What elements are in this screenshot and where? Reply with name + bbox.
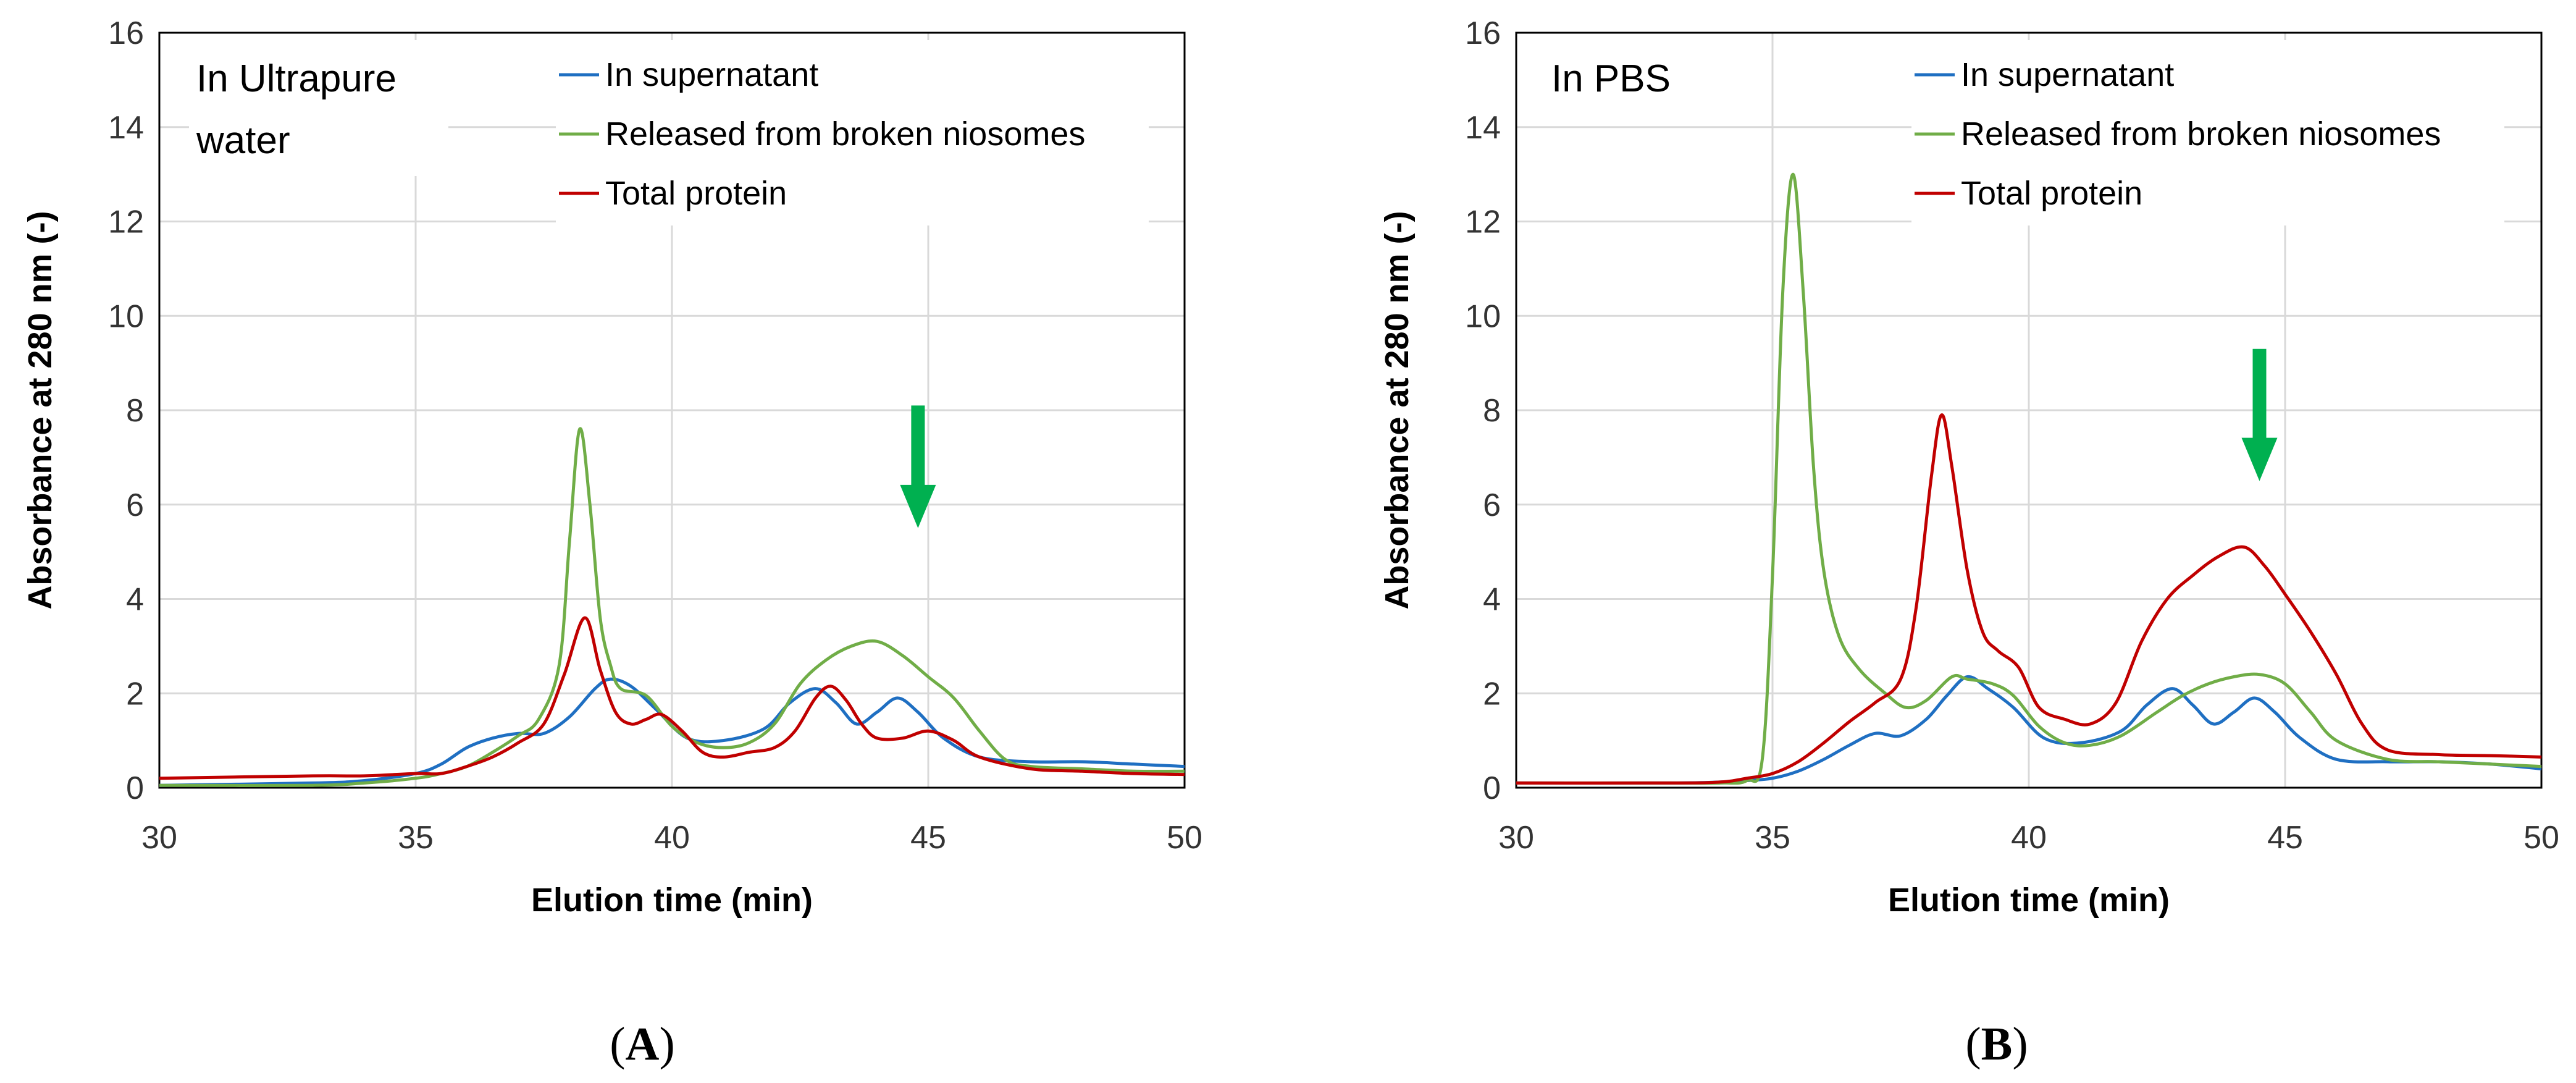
legend-entry: Total protein: [1961, 175, 2142, 212]
y-tick-label: 10: [1465, 298, 1501, 334]
y-tick-label: 14: [108, 110, 144, 146]
x-tick-label: 50: [2524, 820, 2559, 856]
series-line-total-protein: [159, 616, 1185, 780]
title-background: [189, 40, 448, 176]
y-axis-title: Absorbance at 280 nm (-): [22, 211, 59, 609]
y-tick-label: 6: [1483, 487, 1501, 523]
y-tick-label: 0: [126, 770, 144, 806]
y-tick-label: 10: [108, 298, 144, 334]
y-tick-label: 8: [126, 393, 144, 429]
y-tick-label: 4: [1483, 582, 1501, 618]
y-tick-label: 16: [1465, 15, 1501, 51]
plot-frame: [1515, 32, 2543, 789]
legend: In supernatant Released from broken nioso…: [556, 40, 1149, 225]
y-tick-label: 6: [126, 487, 144, 523]
legend-entry: Total protein: [605, 175, 787, 212]
legend: In supernatant Released from broken nioso…: [1911, 40, 2504, 225]
panel-title: In Ultrapure: [196, 57, 396, 100]
x-tick-label: 45: [910, 820, 946, 856]
down-arrow-icon: [2241, 348, 2278, 481]
panel-b: 0 2 4 6 8 10 12 14 16 30 35 40 45 50 Elution time (min…: [1378, 15, 2559, 1070]
y-tick-label: 2: [126, 676, 144, 712]
series-line-in-supernatant: [159, 677, 1185, 787]
y-tick-label: 14: [1465, 110, 1501, 146]
y-tick-label: 12: [108, 204, 144, 240]
y-axis-title: Absorbance at 280 nm (-): [1378, 211, 1416, 609]
y-tick-label: 0: [1483, 770, 1501, 806]
x-axis-title: Elution time (min): [531, 882, 813, 919]
x-tick-label: 40: [2011, 820, 2047, 856]
y-tick-label: 12: [1465, 204, 1501, 240]
x-tick-label: 35: [398, 820, 434, 856]
plot-frame: [158, 32, 1186, 789]
legend-entry: In supernatant: [605, 56, 818, 93]
legend-entry: Released from broken niosomes: [1961, 116, 2441, 153]
panel-label: (A): [610, 1018, 675, 1070]
panel-label-letter: A: [626, 1018, 660, 1070]
y-tick-label: 8: [1483, 393, 1501, 429]
legend-entry: Released from broken niosomes: [605, 116, 1085, 153]
x-tick-label: 30: [1498, 820, 1534, 856]
series-line-released-from-broken-niosomes: [1516, 172, 2542, 785]
panel-label-letter: B: [1981, 1018, 2013, 1070]
series-line-total-protein: [1516, 413, 2542, 785]
x-tick-label: 35: [1755, 820, 1790, 856]
x-axis-title: Elution time (min): [1888, 882, 2170, 919]
x-tick-label: 50: [1167, 820, 1202, 856]
panel-label: (B): [1965, 1018, 2028, 1070]
y-tick-label: 4: [126, 582, 144, 618]
legend-background: [556, 40, 1149, 225]
series-line-in-supernatant: [1516, 675, 2542, 785]
legend-background: [1911, 40, 2504, 225]
x-tick-label: 40: [654, 820, 690, 856]
panel-title: In PBS: [1551, 57, 1671, 100]
panel-a: 0 2 4 6 8 10 12 14 16 30 35 40 45 50 Elution time (min…: [22, 15, 1202, 1070]
x-tick-label: 45: [2267, 820, 2303, 856]
down-arrow-icon: [900, 405, 936, 528]
panel-title: water: [196, 119, 290, 162]
title-background: [1544, 40, 1692, 114]
y-tick-label: 2: [1483, 676, 1501, 712]
legend-entry: In supernatant: [1961, 56, 2174, 93]
x-tick-label: 30: [141, 820, 177, 856]
y-tick-label: 16: [108, 15, 144, 51]
